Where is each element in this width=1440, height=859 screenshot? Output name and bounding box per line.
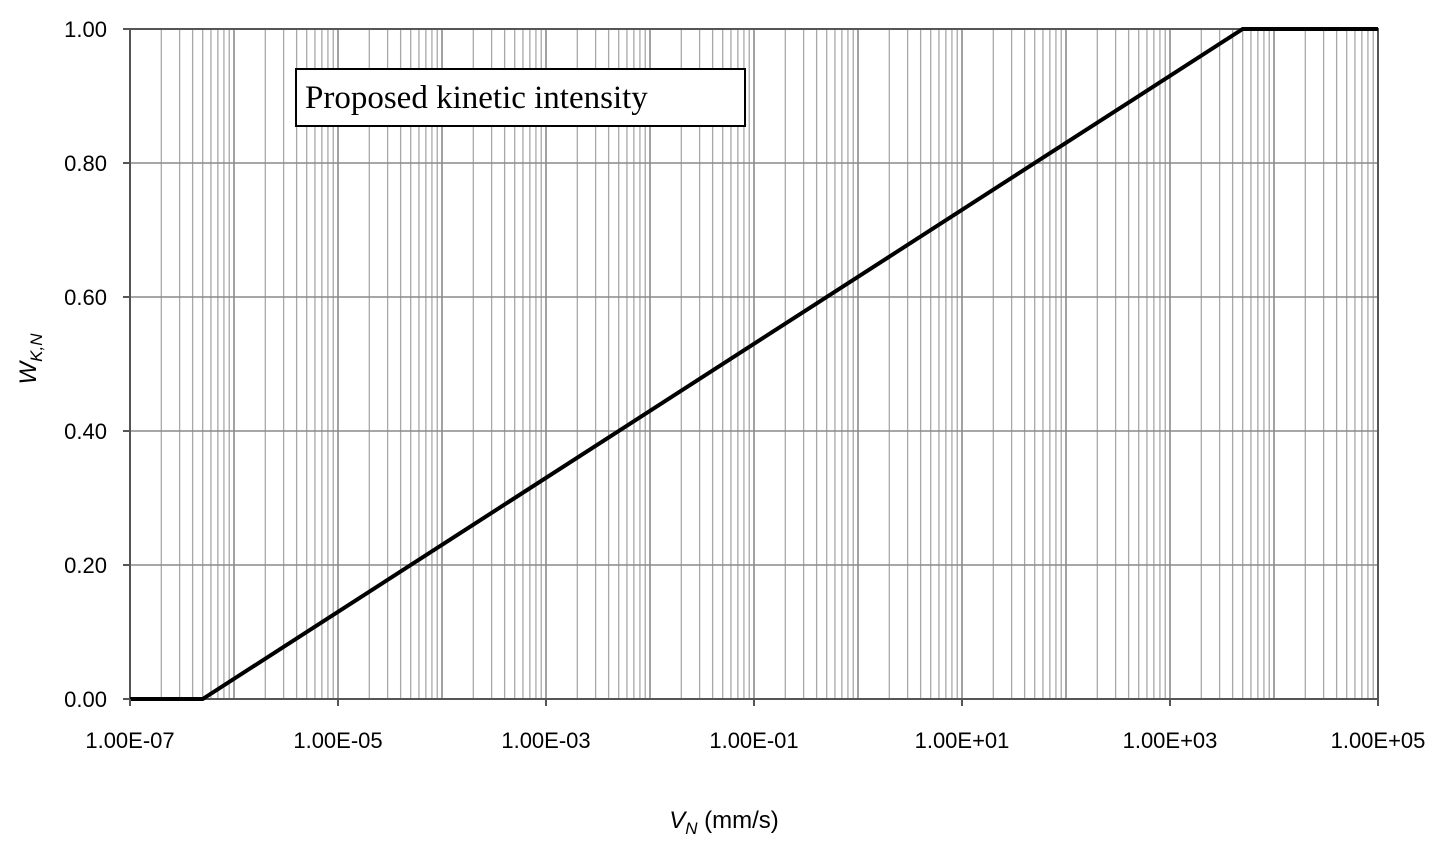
y-axis-symbol: W: [15, 360, 42, 385]
series-layer: [130, 27, 1378, 701]
y-tick-label: 0.40: [64, 419, 107, 444]
y-axis-title: WK,N: [15, 333, 46, 385]
annotation-frame: [295, 68, 746, 127]
x-tick-label: 1.00E-01: [709, 728, 798, 753]
y-axis-tick-labels: 0.00 0.20 0.40 0.60 0.80 1.00: [64, 17, 130, 712]
y-tick-label: 0.80: [64, 151, 107, 176]
y-tick-label: 0.60: [64, 285, 107, 310]
x-tick-label: 1.00E+01: [915, 728, 1010, 753]
series-line-1: [130, 27, 1378, 701]
annotation-box: Proposed kinetic intensity: [295, 68, 746, 127]
x-tick-label: 1.00E-03: [501, 728, 590, 753]
x-axis-symbol: V: [669, 807, 687, 834]
x-axis-unit: (mm/s): [697, 807, 778, 834]
y-axis-subscript: K,N: [27, 333, 46, 362]
y-tick-label: 0.00: [64, 687, 107, 712]
x-axis-tick-labels: 1.00E-07 1.00E-05 1.00E-03 1.00E-01 1.00E+01…: [85, 699, 1425, 753]
annotation-label: Proposed kinetic intensity: [305, 80, 648, 116]
y-tick-label: 1.00: [64, 17, 107, 42]
x-tick-label: 1.00E-07: [85, 728, 174, 753]
x-axis-title: VN (mm/s): [669, 807, 779, 838]
x-tick-label: 1.00E+05: [1331, 728, 1426, 753]
x-axis-subscript: N: [685, 819, 698, 838]
x-tick-label: 1.00E-05: [293, 728, 382, 753]
grid: [129, 28, 1378, 700]
y-tick-label: 0.20: [64, 553, 107, 578]
x-tick-label: 1.00E+03: [1123, 728, 1218, 753]
